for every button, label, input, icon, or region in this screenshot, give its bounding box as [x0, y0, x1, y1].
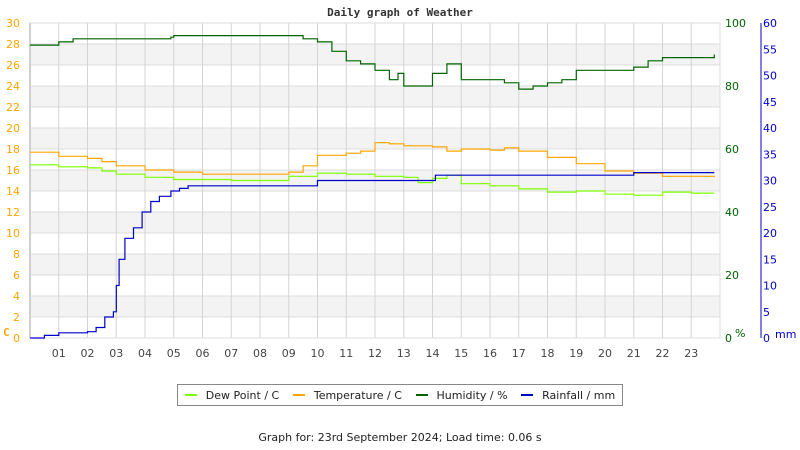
svg-text:25: 25 — [763, 201, 777, 214]
legend-item-humidity: Humidity / % — [415, 389, 508, 402]
legend-swatch — [521, 394, 534, 396]
svg-text:18: 18 — [541, 347, 555, 360]
legend-swatch — [184, 394, 197, 396]
svg-text:23: 23 — [684, 347, 698, 360]
svg-text:55: 55 — [763, 43, 777, 56]
svg-text:14: 14 — [426, 347, 440, 360]
svg-text:C: C — [3, 326, 10, 339]
svg-text:8: 8 — [13, 248, 20, 261]
svg-text:15: 15 — [454, 347, 468, 360]
svg-text:mm: mm — [775, 328, 796, 341]
legend-item-temperature: Temperature / C — [292, 389, 402, 402]
svg-text:5: 5 — [763, 306, 770, 319]
svg-text:50: 50 — [763, 70, 777, 83]
legend-swatch — [292, 394, 305, 396]
svg-text:02: 02 — [81, 347, 95, 360]
svg-text:6: 6 — [13, 269, 20, 282]
svg-text:35: 35 — [763, 148, 777, 161]
svg-text:2: 2 — [13, 311, 20, 324]
svg-text:10: 10 — [6, 227, 20, 240]
svg-text:13: 13 — [397, 347, 411, 360]
svg-text:100: 100 — [725, 17, 746, 30]
chart-title: Daily graph of Weather — [327, 6, 473, 19]
legend-item-dewpoint: Dew Point / C — [184, 389, 279, 402]
svg-text:60: 60 — [725, 143, 739, 156]
svg-text:08: 08 — [253, 347, 267, 360]
svg-text:14: 14 — [6, 185, 20, 198]
svg-text:45: 45 — [763, 96, 777, 109]
svg-text:20: 20 — [763, 227, 777, 240]
svg-text:4: 4 — [13, 290, 20, 303]
svg-text:10: 10 — [763, 280, 777, 293]
svg-text:30: 30 — [763, 175, 777, 188]
svg-text:%: % — [735, 327, 745, 340]
svg-text:0: 0 — [13, 332, 20, 345]
svg-text:01: 01 — [52, 347, 66, 360]
svg-text:0: 0 — [725, 332, 732, 345]
svg-text:10: 10 — [311, 347, 325, 360]
svg-text:60: 60 — [763, 17, 777, 30]
legend-swatch — [415, 394, 428, 396]
svg-text:09: 09 — [282, 347, 296, 360]
svg-text:24: 24 — [6, 80, 20, 93]
svg-text:03: 03 — [109, 347, 123, 360]
svg-text:30: 30 — [6, 17, 20, 30]
svg-text:22: 22 — [656, 347, 670, 360]
svg-text:80: 80 — [725, 80, 739, 93]
legend-item-rainfall: Rainfall / mm — [521, 389, 615, 402]
svg-text:16: 16 — [483, 347, 497, 360]
svg-text:06: 06 — [196, 347, 210, 360]
svg-text:04: 04 — [138, 347, 152, 360]
svg-text:19: 19 — [569, 347, 583, 360]
svg-text:26: 26 — [6, 59, 20, 72]
svg-text:20: 20 — [725, 269, 739, 282]
svg-text:22: 22 — [6, 101, 20, 114]
svg-text:21: 21 — [627, 347, 641, 360]
svg-text:07: 07 — [224, 347, 238, 360]
svg-text:17: 17 — [512, 347, 526, 360]
svg-text:11: 11 — [339, 347, 353, 360]
svg-text:15: 15 — [763, 253, 777, 266]
svg-text:0: 0 — [763, 332, 770, 345]
svg-text:18: 18 — [6, 143, 20, 156]
svg-text:12: 12 — [6, 206, 20, 219]
svg-text:28: 28 — [6, 38, 20, 51]
footer-status: Graph for: 23rd September 2024; Load tim… — [258, 431, 542, 444]
svg-text:05: 05 — [167, 347, 181, 360]
svg-text:16: 16 — [6, 164, 20, 177]
legend: Dew Point / C Temperature / C Humidity /… — [177, 384, 623, 406]
svg-text:20: 20 — [6, 122, 20, 135]
svg-text:20: 20 — [598, 347, 612, 360]
svg-text:40: 40 — [725, 206, 739, 219]
svg-text:40: 40 — [763, 122, 777, 135]
series-lines — [30, 34, 715, 339]
svg-text:12: 12 — [368, 347, 382, 360]
